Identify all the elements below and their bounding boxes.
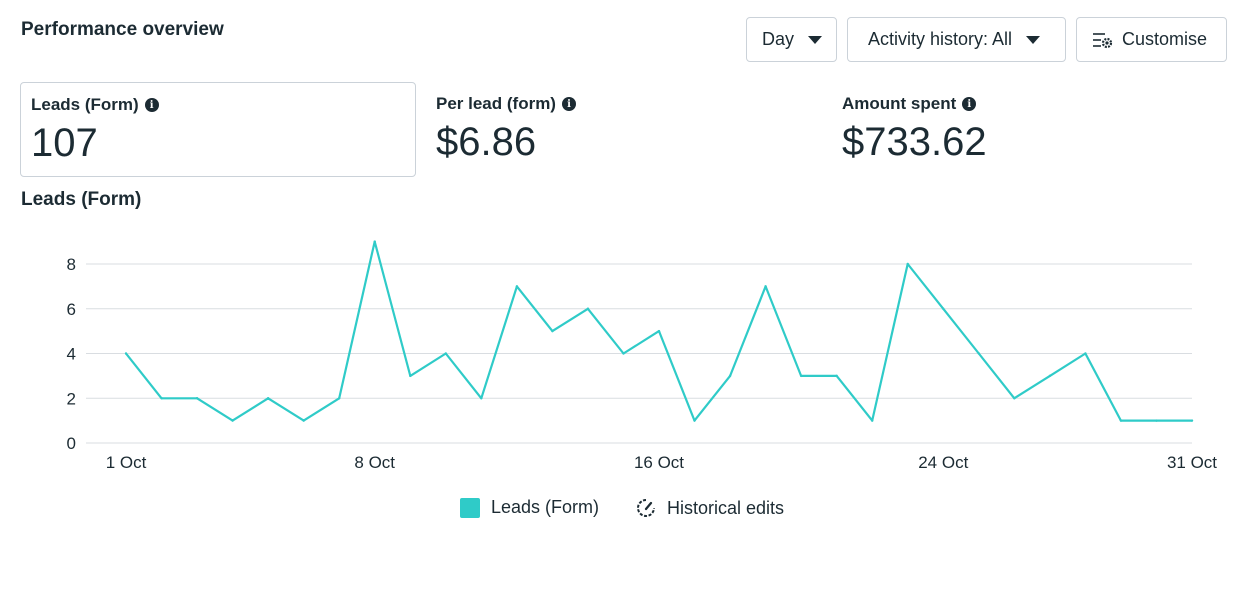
data-point <box>551 329 554 333</box>
metric-label: Amount spent <box>842 94 957 113</box>
metric-card-per-lead[interactable]: Per lead (form) i $6.86 <box>426 82 822 177</box>
info-icon[interactable]: i <box>962 97 977 111</box>
data-point <box>409 374 412 378</box>
data-point <box>1119 419 1123 422</box>
data-point <box>586 307 590 310</box>
data-point <box>124 352 128 355</box>
chart-legend: Leads (Form) Historical edits <box>0 497 1247 521</box>
data-point <box>1190 419 1194 422</box>
data-point <box>657 329 661 333</box>
metric-label: Per lead (form) <box>436 94 556 113</box>
info-icon[interactable]: i <box>144 98 159 112</box>
y-tick-label: 2 <box>67 389 76 408</box>
data-point <box>764 285 767 288</box>
x-tick-label: 24 Oct <box>918 453 968 472</box>
metric-card-amount-spent[interactable]: Amount spent i $733.62 <box>832 82 1228 177</box>
data-point <box>515 285 519 288</box>
legend-swatch <box>460 497 480 518</box>
legend-label-historical: Historical edits <box>667 497 785 518</box>
chevron-down-icon <box>1026 35 1041 44</box>
data-point <box>1155 419 1158 422</box>
data-point <box>160 397 163 400</box>
metric-value: $6.86 <box>436 120 537 164</box>
data-point <box>231 419 234 422</box>
data-point <box>728 374 732 378</box>
data-point <box>799 374 803 378</box>
page-title: Performance overview <box>21 19 224 40</box>
data-point <box>480 397 483 400</box>
data-point <box>1048 374 1052 378</box>
metric-label: Leads (Form) <box>31 95 139 114</box>
legend-label-leads: Leads (Form) <box>491 497 600 517</box>
data-point <box>835 374 838 378</box>
y-tick-label: 0 <box>67 434 76 453</box>
leads-line-chart: 0 2 4 6 8 1 Oct 8 Oct 16 Oct 24 Oct 31 Oct <box>67 240 1217 472</box>
data-point <box>906 262 909 266</box>
sliders-gear-icon <box>1093 32 1113 48</box>
metric-value: 107 <box>31 121 98 165</box>
metric-value: $733.62 <box>842 120 987 164</box>
y-tick-label: 6 <box>67 300 76 319</box>
y-tick-label: 4 <box>67 345 76 364</box>
x-tick-label: 31 Oct <box>1167 453 1217 472</box>
data-point <box>693 419 696 422</box>
data-point <box>942 307 945 310</box>
day-dropdown-label: Day <box>762 29 795 49</box>
activity-history-label: Activity history: All <box>868 29 1013 49</box>
x-tick-label: 16 Oct <box>634 453 684 472</box>
gauge-icon <box>637 499 655 517</box>
metric-card-leads[interactable]: Leads (Form) i 107 <box>20 82 416 177</box>
day-dropdown[interactable]: Day <box>746 17 837 62</box>
data-point <box>338 397 341 400</box>
data-point <box>1084 352 1087 355</box>
customise-button[interactable]: Customise <box>1076 17 1227 62</box>
activity-history-dropdown[interactable]: Activity history: All <box>847 17 1066 62</box>
info-icon[interactable]: i <box>561 97 576 111</box>
data-point <box>977 352 980 355</box>
chart-title: Leads (Form) <box>21 189 142 210</box>
y-tick-label: 8 <box>67 255 76 274</box>
x-tick-label: 8 Oct <box>354 453 395 472</box>
x-tick-label: 1 Oct <box>106 453 147 472</box>
legend-item-historical-edits[interactable]: Historical edits <box>635 497 784 519</box>
data-point <box>266 397 270 400</box>
chevron-down-icon <box>808 35 823 44</box>
customise-label: Customise <box>1122 29 1208 49</box>
data-point <box>373 240 376 243</box>
data-point <box>622 352 625 355</box>
data-point <box>302 419 305 422</box>
data-point <box>444 352 447 355</box>
data-point <box>195 397 199 400</box>
data-point <box>1013 397 1016 400</box>
data-point <box>871 419 874 422</box>
legend-item-leads[interactable]: Leads (Form) <box>460 497 599 518</box>
